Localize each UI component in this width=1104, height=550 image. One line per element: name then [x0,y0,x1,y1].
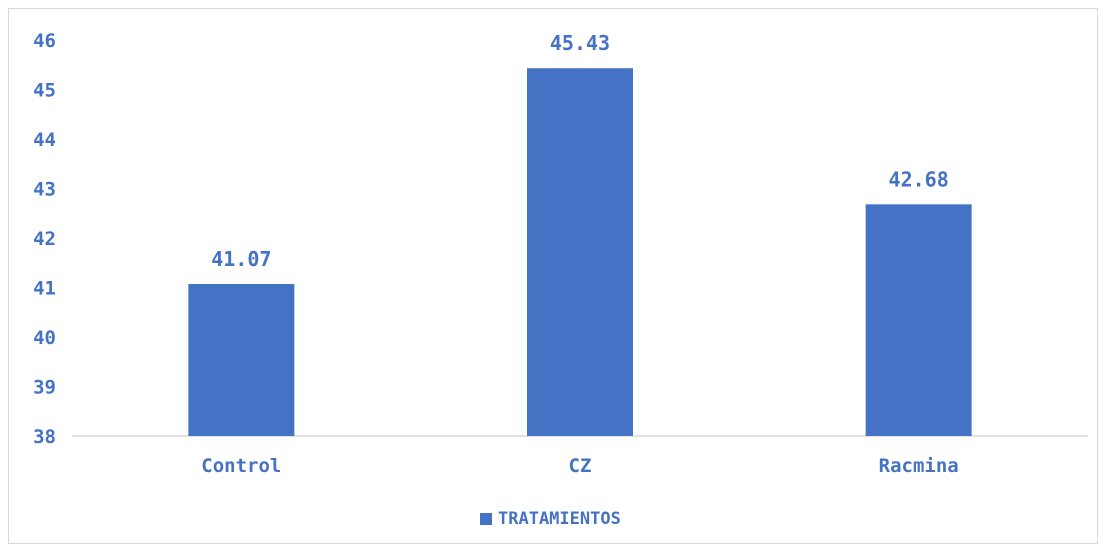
legend-swatch [480,513,492,525]
y-tick-label: 43 [33,179,56,201]
y-tick-label: 45 [33,80,56,102]
y-tick-label: 44 [33,129,56,151]
y-tick-label: 46 [33,30,56,52]
data-label: 41.07 [211,247,271,271]
bar [527,68,633,436]
y-tick-label: 42 [33,228,56,250]
y-axis-ticks: 38 39 40 41 42 43 44 45 46 [33,30,56,448]
y-tick-label: 41 [33,278,56,300]
bar [865,204,972,436]
legend: TRATAMIENTOS [480,508,621,530]
category-label: CZ [569,455,592,477]
legend-label: TRATAMIENTOS [498,509,621,529]
category-label: Control [201,455,281,477]
y-tick-label: 38 [33,426,56,448]
data-label: 42.68 [889,167,949,191]
y-tick-label: 40 [33,327,56,349]
y-tick-label: 39 [33,377,56,399]
category-labels-group: Control CZ Racmina [201,455,958,477]
data-label: 45.43 [550,31,610,55]
data-labels-group: 41.07 45.43 42.68 [211,31,949,271]
category-label: Racmina [879,455,959,477]
bars-group [188,68,972,436]
bar [188,284,295,436]
